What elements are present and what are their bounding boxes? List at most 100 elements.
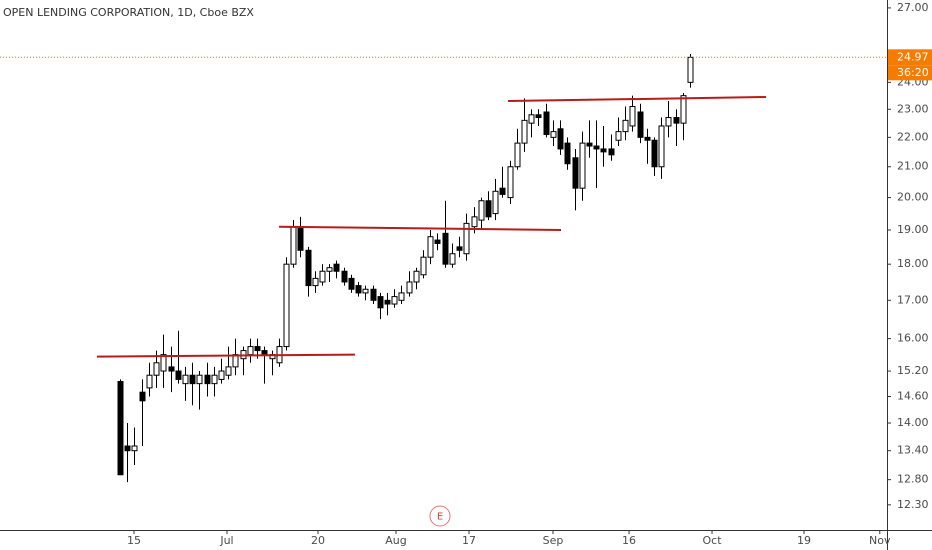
y-tick-label: 19.00 [897,223,929,236]
y-tick-label: 13.40 [897,444,929,457]
candle-body [175,370,182,380]
earnings-marker [429,505,451,527]
y-tick-label: 14.00 [897,416,929,429]
y-tick-label: 20.00 [897,191,929,204]
candle-body [615,131,622,141]
y-tick-label: 12.30 [897,498,929,511]
candle-body [622,119,629,133]
candle-body [326,267,333,272]
y-tick-label: 15.20 [897,364,929,377]
candle-body [225,366,232,376]
candle-body [124,445,131,452]
candle-body [507,166,514,199]
candle-body [117,381,124,476]
candle-body [564,142,571,165]
candle-body [665,117,672,127]
candle-body [305,249,312,287]
candle-body [478,200,485,221]
chart-title: OPEN LENDING CORPORATION, 1D, Cboe BZX [3,6,254,19]
candle-body [651,139,658,168]
trend-line [508,96,767,103]
candle-body [593,145,600,150]
candle-body [189,374,196,385]
candle-body [297,226,304,251]
candle-body [341,270,348,283]
x-tick-label: Jul [219,534,233,547]
last-price-label: 24.97 [897,50,929,63]
y-tick-label: 27.00 [897,1,929,14]
candle-body [211,374,218,385]
candle-body [283,263,290,348]
last-price-box [888,49,932,66]
candle-body [687,56,694,83]
candle-body [153,362,160,376]
candle-body [168,366,175,372]
candle-body [499,187,506,195]
trend-line [96,353,356,358]
y-tick-label: 12.80 [897,473,929,486]
earnings-label: E [437,512,443,523]
candle-body [391,296,398,305]
candle-body [384,299,391,305]
candle-body [442,232,449,265]
candle-body [377,296,384,309]
candle-body [557,128,564,150]
candle-body [182,374,189,385]
candle-body [600,148,607,153]
candle-body [427,236,434,258]
candle-body [521,119,528,144]
candle-body [608,148,615,156]
candle-body [370,288,377,301]
candle-body [398,292,405,301]
candle-body [290,226,297,265]
candle-body [629,106,636,127]
trend-line [279,225,562,232]
y-tick-label: 16.00 [897,332,929,345]
candle-body [680,95,687,124]
candle-body [471,216,478,228]
candle-body [319,270,326,283]
x-tick-label: 17 [462,534,476,547]
countdown-box [888,65,932,81]
y-tick-label: 23.00 [897,102,929,115]
candle-body [644,136,651,141]
y-tick-label: 14.60 [897,389,929,402]
candle-body [492,190,499,215]
x-tick-label: Nov [869,534,891,547]
candle-body [420,256,427,276]
candle-body [333,263,340,272]
candle-body [572,157,579,189]
y-tick-label: 17.00 [897,293,929,306]
candle-body [204,374,211,385]
candle-body [456,246,463,251]
candle-body [261,350,268,356]
candle-body [348,277,355,290]
candle-body [579,142,586,189]
candle-body [362,288,369,294]
candle-body [196,374,203,385]
countdown-label: 36:20 [897,66,929,79]
candle-body [160,354,167,372]
candle-body [658,125,665,168]
candle-body [254,346,261,352]
candle-body [673,117,680,124]
candle-body [550,131,557,138]
candle-body [514,142,521,168]
candle-body [247,346,254,356]
x-tick-label: 15 [127,534,141,547]
x-tick-label: Oct [703,534,723,547]
candle-body [586,142,593,147]
candle-body [131,445,138,452]
y-tick-label: 18.00 [897,257,929,270]
x-tick-label: Sep [543,534,564,547]
candle-body [218,370,225,380]
candle-body [146,374,153,389]
x-tick-label: Aug [385,534,406,547]
candle-body [355,285,362,294]
candle-body [312,277,319,287]
candle-body [528,114,535,124]
candle-body [406,281,413,294]
x-tick-label: 19 [797,534,811,547]
